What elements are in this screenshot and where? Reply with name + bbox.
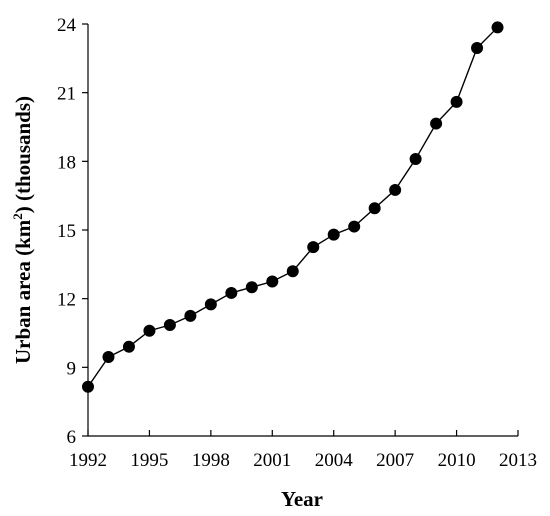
data-point	[348, 220, 361, 233]
series-layer	[82, 21, 504, 393]
y-axis-title-prefix: Urban area (km	[11, 219, 35, 364]
data-point	[409, 153, 422, 166]
data-point	[327, 228, 340, 241]
data-point	[184, 309, 197, 322]
y-tick-label: 24	[57, 15, 77, 36]
data-point	[471, 42, 484, 55]
x-tick-label: 2010	[438, 450, 476, 471]
x-tick-label: 1995	[130, 450, 168, 471]
y-axis-title-superscript: 2	[10, 213, 25, 220]
x-tick-label: 2004	[315, 450, 354, 471]
data-point	[450, 95, 463, 108]
x-tick-label: 1998	[192, 450, 230, 471]
data-point	[368, 202, 381, 215]
y-ticks: 6 9 12 15 18 21 24	[57, 15, 88, 448]
x-tick-label: 1992	[69, 450, 107, 471]
data-point	[163, 318, 176, 331]
data-point	[389, 183, 402, 196]
y-tick-label: 18	[57, 152, 76, 173]
y-tick-label: 15	[57, 221, 76, 242]
y-tick-label: 9	[67, 358, 77, 379]
data-point	[102, 351, 115, 364]
x-tick-label: 2013	[499, 450, 537, 471]
data-point	[430, 117, 443, 130]
data-point	[204, 298, 217, 311]
data-point	[286, 265, 299, 278]
chart-axes	[87, 24, 518, 437]
y-tick-label: 12	[57, 290, 76, 311]
data-point	[245, 281, 258, 294]
y-axis-title: Urban area (km2) (thousands)	[10, 96, 35, 364]
y-tick-label: 6	[67, 427, 77, 448]
data-point	[143, 324, 156, 337]
data-point	[266, 275, 279, 288]
data-point	[225, 286, 238, 299]
data-point	[491, 21, 504, 34]
y-axis-title-suffix: ) (thousands)	[11, 96, 35, 213]
data-point	[122, 340, 135, 353]
data-point	[82, 380, 94, 393]
x-tick-label: 2001	[253, 450, 291, 471]
y-tick-label: 21	[57, 84, 76, 105]
data-point	[307, 241, 320, 254]
x-ticks: 1992 1995 1998 2001 2004 2007 2010 2013	[69, 430, 537, 471]
x-axis-title: Year	[281, 487, 323, 511]
x-tick-label: 2007	[376, 450, 414, 471]
